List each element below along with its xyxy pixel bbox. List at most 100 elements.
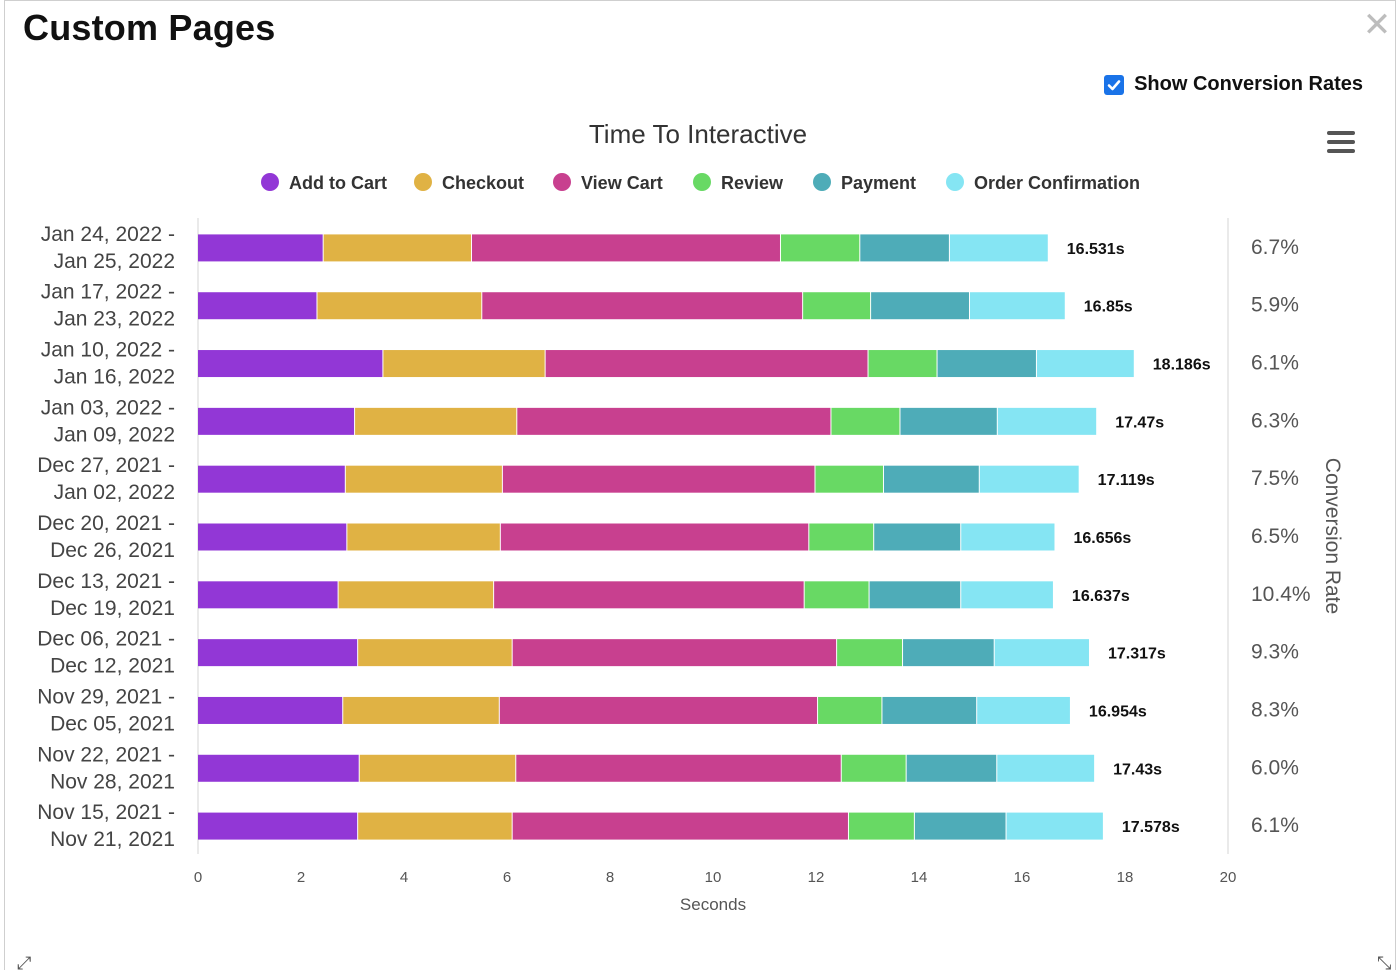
category-label-line1: Jan 24, 2022 -: [41, 223, 175, 246]
bar-segment-5: [874, 523, 961, 551]
category-label-line2: Jan 25, 2022: [54, 250, 175, 273]
conversion-rate-value: 5.9%: [1251, 294, 1299, 317]
bar-segment-2: [358, 812, 512, 840]
bar-segment-5: [900, 407, 997, 435]
bar-segment-2: [323, 234, 471, 262]
bar-segment-4: [818, 696, 882, 724]
conversion-rate-value: 9.3%: [1251, 641, 1299, 664]
legend-marker-1: [261, 173, 279, 191]
conversion-rate-value: 7.5%: [1251, 467, 1299, 490]
bar-segment-3: [482, 292, 803, 320]
category-label-line2: Jan 09, 2022: [54, 423, 175, 446]
category-label-line1: Dec 20, 2021 -: [37, 512, 175, 535]
bar-segment-1: [198, 234, 323, 262]
bar-segment-1: [198, 581, 338, 609]
bar-segment-2: [317, 292, 482, 320]
bar-total-label: 17.578s: [1122, 819, 1180, 836]
bar-segment-6: [994, 639, 1089, 667]
legend-label-4: Review: [721, 173, 784, 193]
close-icon[interactable]: ✕: [1362, 6, 1392, 44]
bar-segment-2: [359, 754, 516, 782]
category-label-line1: Dec 27, 2021 -: [37, 454, 175, 477]
bar-segment-3: [499, 696, 818, 724]
bar-total-label: 17.317s: [1108, 646, 1166, 663]
show-conversion-rates-checkbox[interactable]: [1104, 74, 1125, 95]
legend-label-6: Order Confirmation: [974, 173, 1140, 193]
x-tick-label: 16: [1014, 869, 1031, 886]
bar-segment-4: [868, 350, 937, 378]
checkmark-icon: [1107, 79, 1121, 90]
x-tick-label: 20: [1220, 869, 1237, 886]
category-label-line1: Nov 15, 2021 -: [37, 801, 175, 824]
category-label-line1: Dec 13, 2021 -: [37, 570, 175, 593]
bar-segment-6: [1036, 350, 1134, 378]
legend-label-2: Checkout: [442, 173, 524, 193]
x-tick-label: 8: [606, 869, 614, 886]
conversion-rate-value: 6.0%: [1251, 756, 1299, 779]
bar-total-label: 16.954s: [1089, 703, 1147, 720]
bar-segment-5: [883, 465, 979, 493]
bar-segment-2: [355, 407, 517, 435]
bar-segment-4: [848, 812, 914, 840]
bar-segment-2: [338, 581, 494, 609]
bar-segment-3: [516, 754, 841, 782]
x-tick-label: 6: [503, 869, 511, 886]
legend-label-5: Payment: [841, 173, 916, 193]
bar-segment-3: [517, 407, 831, 435]
x-tick-label: 0: [194, 869, 202, 886]
chart-menu-icon[interactable]: [1327, 131, 1355, 153]
category-label-line2: Dec 19, 2021: [50, 597, 175, 620]
legend-label-1: Add to Cart: [289, 173, 387, 193]
conversion-rate-value: 6.1%: [1251, 352, 1299, 375]
bar-segment-6: [1006, 812, 1103, 840]
bar-segment-6: [949, 234, 1048, 262]
panel-title: Custom Pages: [23, 7, 276, 48]
legend-marker-4: [693, 173, 711, 191]
conversion-rate-value: 8.3%: [1251, 698, 1299, 721]
conversion-rate-value: 10.4%: [1251, 583, 1311, 606]
legend-marker-3: [553, 173, 571, 191]
bar-segment-1: [198, 696, 343, 724]
bar-total-label: 17.43s: [1113, 761, 1162, 778]
bar-segment-6: [997, 754, 1095, 782]
x-tick-label: 18: [1117, 869, 1134, 886]
bar-total-label: 16.531s: [1067, 241, 1125, 258]
bar-segment-4: [803, 292, 871, 320]
bar-segment-5: [914, 812, 1006, 840]
resize-handle-left-icon[interactable]: ⤢: [17, 953, 32, 973]
legend-marker-5: [813, 173, 831, 191]
bar-segment-5: [882, 696, 977, 724]
conversion-rate-value: 6.7%: [1251, 236, 1299, 259]
bar-segment-4: [815, 465, 883, 493]
category-label-line1: Dec 06, 2021 -: [37, 628, 175, 651]
bar-segment-1: [198, 407, 355, 435]
category-label-line2: Jan 16, 2022: [54, 366, 175, 389]
conversion-rate-value: 6.1%: [1251, 814, 1299, 837]
resize-handle-right-icon[interactable]: ⤡: [1377, 953, 1392, 973]
bar-segment-2: [383, 350, 545, 378]
legend-label-3: View Cart: [581, 173, 663, 193]
category-label-line1: Nov 22, 2021 -: [37, 743, 175, 766]
legend-marker-2: [414, 173, 432, 191]
chart-title: Time To Interactive: [588, 119, 808, 149]
bar-segment-1: [198, 812, 358, 840]
bar-segment-6: [961, 581, 1053, 609]
bar-segment-4: [804, 581, 869, 609]
bar-segment-1: [198, 639, 358, 667]
bar-segment-4: [837, 639, 903, 667]
bar-segment-2: [358, 639, 512, 667]
x-tick-label: 4: [400, 869, 408, 886]
bar-segment-1: [198, 350, 383, 378]
bar-total-label: 16.85s: [1084, 299, 1133, 316]
bar-segment-3: [471, 234, 780, 262]
bar-segment-1: [198, 465, 345, 493]
bar-total-label: 17.47s: [1115, 414, 1164, 431]
bar-total-label: 16.656s: [1073, 530, 1131, 547]
x-tick-label: 12: [808, 869, 825, 886]
bar-segment-1: [198, 754, 359, 782]
conversion-rate-value: 6.5%: [1251, 525, 1299, 548]
category-label-line1: Jan 03, 2022 -: [41, 396, 175, 419]
show-conversion-rates-toggle[interactable]: Show Conversion Rates: [1104, 73, 1363, 96]
category-label-line2: Nov 28, 2021: [50, 770, 175, 793]
